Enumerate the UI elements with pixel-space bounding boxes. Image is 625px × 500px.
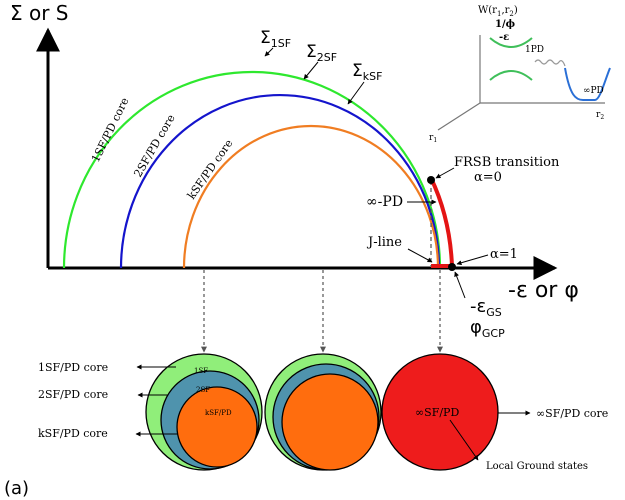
- infinity-pd-curve: [429, 177, 454, 267]
- inset-connector: [534, 59, 566, 67]
- ground-states-pointer: [449, 419, 479, 461]
- inner-ksf-label: kSF/PD: [205, 409, 232, 417]
- left-1sf-core-label: 1SF/PD core: [38, 361, 108, 374]
- sigma-ksf-pointer: [347, 81, 365, 105]
- inset-1pd-label: 1PD: [525, 45, 544, 55]
- left-2sf-core-label: 2SF/PD core: [38, 388, 108, 401]
- core-ksf-label: kSF/PD core: [185, 137, 236, 202]
- inner-1sf-label: 1SF: [194, 367, 208, 375]
- phi-gcp-label: φGCP: [470, 317, 505, 340]
- circles-middle: [264, 353, 382, 471]
- left-ksf-core-label: kSF/PD core: [38, 427, 108, 440]
- j-line-label: J-line: [366, 235, 402, 250]
- inf-pd-label: ∞-PD: [366, 194, 403, 210]
- inset-w-label: W(r1,r2): [478, 5, 518, 18]
- eps-gs-label: -εGS: [470, 296, 502, 319]
- alpha1-label: α=1: [490, 247, 518, 262]
- sigma-ksf-curve: [182, 124, 440, 269]
- j-line-pointer: [407, 248, 433, 263]
- inner-orange-circle: [281, 373, 379, 471]
- ground-state-pointer: [454, 271, 466, 299]
- y-axis-label: Σ or S: [10, 1, 69, 25]
- frsb-point: [427, 176, 435, 184]
- frsb-alpha-label: α=0: [474, 170, 502, 185]
- sigma-2sf-label: Σ2SF: [306, 42, 337, 64]
- red-circle-label: ∞SF/PD: [415, 406, 459, 419]
- inner-orange-circle: [176, 386, 258, 468]
- core-2sf-label: 2SF/PD core: [131, 112, 177, 179]
- red-circle: [381, 353, 499, 471]
- inset-r2-label: r2: [596, 110, 604, 121]
- inset-1pd-upper: [489, 37, 533, 48]
- core-1sf-label: 1SF/PD core: [89, 96, 131, 165]
- sigma-2sf-curve: [119, 93, 441, 269]
- circles-left: 1SF 2SF kSF/PD: [145, 353, 263, 471]
- inset-infpd-well: [564, 67, 611, 101]
- sigma-2sf-pointer: [303, 61, 319, 80]
- inset-plot: W(r1,r2) 1/ϕ -ε r1 r2 1PD ∞PD: [429, 5, 611, 144]
- sigma-1sf-pointer: [264, 47, 274, 57]
- inset-eps-label: -ε: [499, 32, 509, 43]
- local-ground-states-label: Local Ground states: [486, 461, 588, 472]
- sigma-1sf-label: Σ1SF: [260, 28, 291, 50]
- panel-label: (a): [4, 478, 29, 499]
- frsb-transition-label: FRSB transition: [454, 155, 560, 170]
- sigma-ksf-label: ΣkSF: [352, 61, 382, 83]
- alpha1-pointer: [456, 254, 489, 266]
- right-infsf-core-label: ∞SF/PD core: [536, 407, 608, 420]
- sigma-1sf-curve: [62, 70, 442, 269]
- frsb-pointer: [435, 167, 455, 179]
- inset-phi-label: 1/ϕ: [495, 19, 515, 30]
- inset-infpd-label: ∞PD: [583, 86, 604, 96]
- ground-state-point: [448, 263, 456, 271]
- inner-2sf-label: 2SF: [196, 386, 210, 394]
- inset-r1-label: r1: [429, 133, 437, 144]
- inset-r1-axis: [437, 102, 481, 131]
- x-axis-label: -ε or φ: [508, 278, 579, 303]
- inset-1pd-lower: [489, 70, 533, 81]
